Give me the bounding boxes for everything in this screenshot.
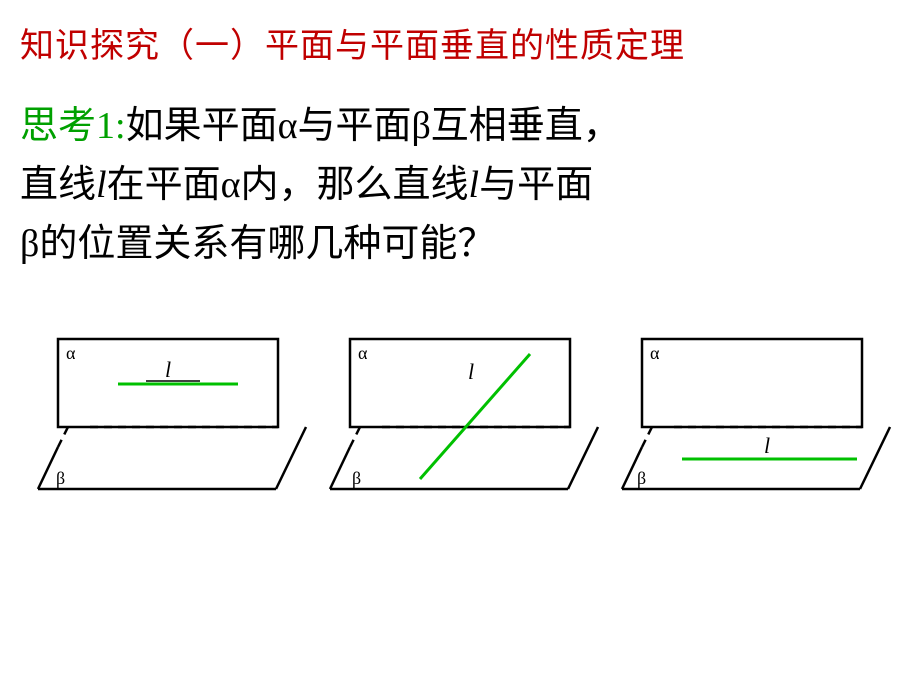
l-label-1: l bbox=[165, 357, 171, 382]
q-line2a: 直线 bbox=[20, 164, 96, 206]
beta-label-3: β bbox=[637, 468, 646, 488]
q-line2b: l bbox=[96, 164, 107, 206]
q-line3: β的位置关系有哪几种可能？ bbox=[20, 223, 495, 265]
alpha-label-1: α bbox=[66, 343, 76, 363]
q-line2c: 在平面α内，那么直线 bbox=[107, 164, 469, 206]
beta-label-2: β bbox=[352, 468, 361, 488]
question-text: 思考1:如果平面α与平面β互相垂直， 直线l在平面α内，那么直线l与平面 β的位… bbox=[20, 97, 900, 274]
alpha-label-3: α bbox=[650, 343, 660, 363]
diagram-2: α β l bbox=[320, 329, 600, 514]
diagram-row: α β l α β l α β l bbox=[20, 329, 900, 514]
q-line2d: l bbox=[469, 164, 480, 206]
beta-label-1: β bbox=[56, 468, 65, 488]
question-label: 思考1: bbox=[20, 105, 126, 147]
q-line2e: 与平面 bbox=[479, 164, 593, 206]
l-label-2: l bbox=[468, 359, 474, 384]
l-label-3: l bbox=[764, 433, 770, 458]
page-title: 知识探究（一）平面与平面垂直的性质定理 bbox=[20, 18, 900, 67]
alpha-label-2: α bbox=[358, 343, 368, 363]
diagram-1: α β l bbox=[28, 329, 308, 514]
diagram-3: α β l bbox=[612, 329, 892, 514]
q-line1: 如果平面α与平面β互相垂直， bbox=[126, 105, 621, 147]
